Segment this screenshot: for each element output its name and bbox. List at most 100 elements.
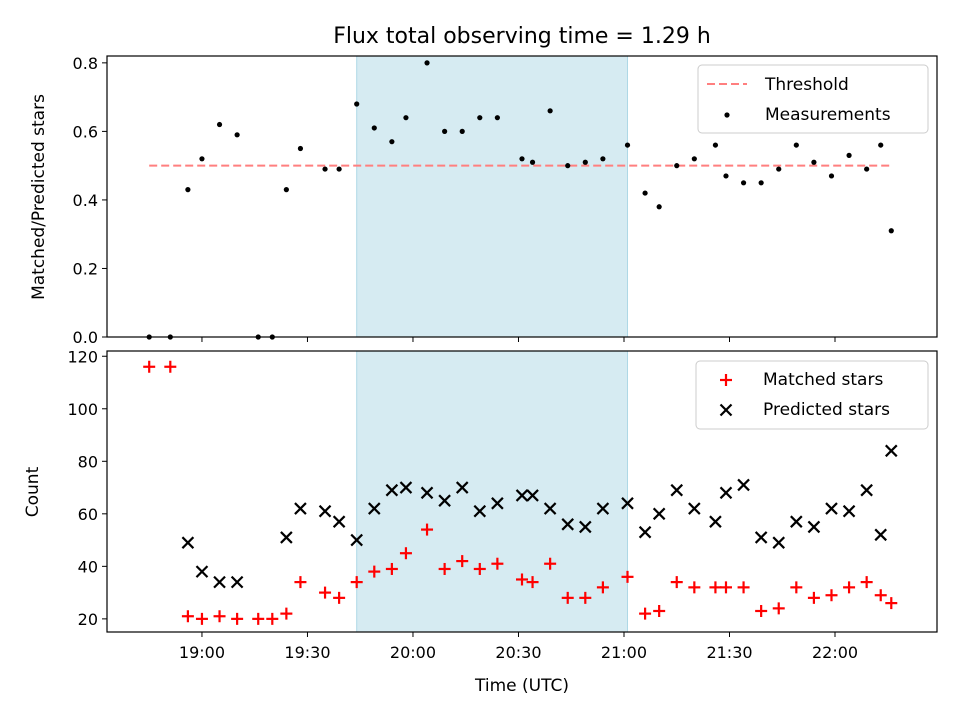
predicted-point [332, 515, 346, 528]
predicted-point [688, 502, 701, 515]
measurement-point [185, 187, 191, 193]
predicted-point [596, 502, 610, 515]
predicted-point [350, 533, 363, 547]
matched-point [790, 581, 803, 594]
chart-title: Flux total observing time = 1.29 h [333, 24, 711, 49]
matched-point [621, 570, 634, 583]
measurement-point [878, 142, 884, 148]
matched-point [596, 581, 609, 594]
top-legend-box [697, 64, 929, 134]
measurement-point [403, 115, 409, 121]
predicted-point [874, 528, 888, 542]
predicted-point [385, 483, 399, 497]
matched-point [860, 576, 873, 589]
bottom-y-axis: 20 40 60 80 100 120 [67, 347, 107, 629]
predicted-point [790, 515, 803, 528]
predicted-point [807, 520, 821, 534]
y-tick-label: 0.4 [73, 191, 98, 210]
predicted-point [561, 518, 574, 531]
legend-threshold-label: Threshold [764, 75, 849, 95]
measurement-point [234, 132, 240, 138]
top-y-axis-label: Matched/Predicted stars [29, 94, 49, 300]
matched-point [399, 547, 412, 560]
x-tick-label: 19:30 [284, 643, 330, 662]
predicted-point [181, 536, 195, 549]
measurement-point [547, 108, 553, 114]
measurement-point [674, 163, 680, 169]
predicted-point [709, 515, 722, 528]
matched-point [195, 612, 208, 625]
matched-point [653, 604, 666, 617]
matched-point [294, 576, 307, 589]
measurement-point [442, 128, 448, 134]
matched-point [516, 573, 528, 586]
measurement-point [888, 228, 894, 234]
measurement-point [864, 166, 870, 172]
measurement-point [582, 159, 588, 165]
top-x-axis [201, 337, 836, 342]
bottom-observing-span [356, 350, 629, 633]
predicted-point [473, 504, 487, 518]
predicted-point [491, 497, 504, 510]
bottom-y-axis-label: Count [23, 466, 43, 517]
predicted-point [213, 575, 226, 589]
legend-measurements-label: Measurements [765, 105, 891, 125]
predicted-point [294, 502, 307, 515]
matched-point [709, 581, 722, 594]
predicted-point [621, 497, 634, 510]
top-legend: Threshold Measurements [697, 64, 929, 134]
matched-point [544, 557, 557, 570]
legend-measurements-swatch [724, 112, 730, 118]
y-tick-label: 0.8 [73, 54, 98, 73]
matched-point [213, 610, 226, 623]
y-tick-label: 60 [78, 505, 98, 524]
predicted-point [772, 536, 786, 549]
matched-point [473, 562, 486, 575]
predicted-point [652, 507, 666, 521]
predicted-point [318, 504, 332, 518]
matched-point [368, 565, 381, 578]
matched-point [143, 360, 156, 373]
measurement-point [494, 115, 500, 121]
matched-point [181, 610, 194, 623]
legend-matched-label: Matched stars [763, 370, 883, 390]
measurement-point [828, 173, 835, 179]
legend-predicted-swatch [719, 403, 733, 417]
measurement-point [691, 156, 697, 162]
measurement-point [354, 101, 360, 107]
predicted-point [399, 481, 413, 494]
matched-point [333, 591, 346, 604]
top-panel: 0.00.20.40.60.8 Matched/Predicted stars … [29, 54, 938, 347]
measurement-point [297, 145, 304, 152]
bottom-legend: Matched stars Predicted stars [695, 360, 929, 430]
legend-matched-swatch [720, 374, 732, 386]
measurement-point [519, 156, 525, 162]
matched-point [526, 576, 539, 589]
matched-point [719, 581, 732, 594]
matched-point [164, 360, 177, 373]
matched-point [843, 581, 856, 594]
measurement-point [424, 60, 430, 66]
bottom-plot-frame [106, 350, 938, 633]
predicted-point [885, 444, 898, 458]
predicted-point [230, 575, 244, 589]
legend-predicted-label: Predicted stars [763, 400, 890, 420]
predicted-point [670, 483, 684, 497]
y-tick-label: 80 [78, 452, 98, 471]
matched-point [737, 581, 750, 594]
measurement-point [712, 142, 719, 148]
measurement-point [336, 166, 342, 172]
matched-point [688, 581, 701, 594]
measurement-point [656, 204, 662, 210]
matched-point [491, 557, 504, 570]
predicted-point [860, 483, 873, 497]
predicted-point [195, 565, 209, 578]
matched-point [319, 586, 332, 599]
measurement-point [389, 139, 395, 145]
measurement-point [740, 180, 747, 186]
x-tick-label: 20:00 [390, 643, 436, 662]
y-tick-label: 20 [78, 610, 98, 629]
bottom-legend-box [695, 360, 929, 430]
matched-point [639, 607, 652, 620]
